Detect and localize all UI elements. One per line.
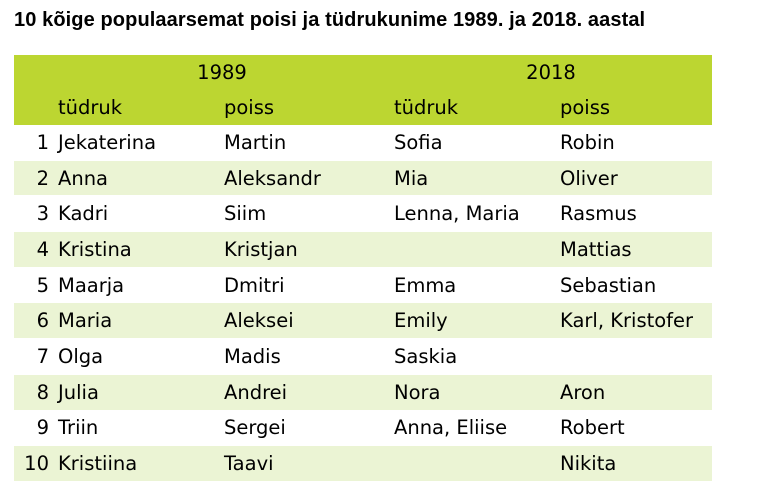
rank-cell: 9: [14, 409, 54, 446]
girl-2018-cell: Sofia: [394, 130, 443, 154]
boy-2018-cell: [560, 338, 712, 375]
header-girl-1989: tüdruk: [58, 96, 123, 119]
girl-1989-cell: Kristina: [54, 231, 224, 268]
header-rank-cell: [14, 55, 54, 90]
girl-1989-cell: Maarja: [54, 266, 224, 303]
girl-2018-cell: [390, 445, 560, 481]
rank-cell: 4: [14, 231, 54, 268]
page-title: 10 kõige populaarsemat poisi ja tüdrukun…: [14, 9, 646, 31]
girl-2018-cell: [390, 231, 560, 268]
header-rank-cell: [14, 90, 54, 125]
boy-1989-cell: Aleksandr: [224, 159, 390, 196]
table-row: 7 Olga Madis Saskia: [14, 338, 712, 375]
boy-2018-cell: Aron: [560, 373, 712, 410]
girl-1989-cell: Triin: [54, 409, 224, 446]
girl-2018-cell: Anna, Eliise: [390, 409, 560, 446]
table-row: 4 Kristina Kristjan Mattias: [14, 231, 712, 268]
table-row: 3 Kadri Siim Lenna, Maria Rasmus: [14, 195, 712, 232]
table-row: 8 Julia Andrei Nora Aron: [14, 373, 712, 410]
girl-2018-cell: Nora: [390, 373, 560, 410]
boy-1989-cell: Andrei: [224, 373, 390, 410]
girl-2018-cell: Mia: [390, 159, 560, 196]
boy-2018-cell: Karl, Kristofer: [560, 302, 712, 339]
header-row-years: 1989 2018: [14, 55, 712, 90]
boy-2018-cell: Oliver: [560, 159, 712, 196]
rank-cell: 8: [14, 373, 54, 410]
girl-2018-cell: Saskia: [390, 338, 560, 375]
boy-1989-cell: Martin: [224, 130, 287, 154]
rank-cell: 5: [14, 266, 54, 303]
girl-2018-cell: Lenna, Maria: [390, 195, 560, 232]
table-row: 6 Maria Aleksei Emily Karl, Kristofer: [14, 302, 712, 339]
girl-1989-cell: Olga: [54, 338, 224, 375]
table-row: 5 Maarja Dmitri Emma Sebastian: [14, 266, 712, 303]
boy-2018-cell: Robin: [560, 130, 615, 154]
boy-2018-cell: Mattias: [560, 231, 712, 268]
header-girl-2018: tüdruk: [394, 96, 459, 119]
boy-2018-cell: Nikita: [560, 445, 712, 481]
girl-1989-cell: Anna: [54, 159, 224, 196]
boy-1989-cell: Aleksei: [224, 302, 390, 339]
boy-2018-cell: Sebastian: [560, 266, 712, 303]
header-boy-2018: poiss: [560, 96, 611, 119]
girl-1989-cell: Julia: [54, 373, 224, 410]
table-body: 1 Jekaterina Martin Sofia Robin 2 Anna Aleksand…: [14, 125, 712, 481]
girl-2018-cell: Emily: [390, 302, 560, 339]
rank-cell: 6: [14, 302, 54, 339]
boy-2018-cell: Rasmus: [560, 195, 712, 232]
girl-1989-cell: Maria: [54, 302, 224, 339]
girl-1989-cell: Kristiina: [54, 445, 224, 481]
header-year-1989: 1989: [197, 61, 247, 84]
header-year-2018: 2018: [526, 61, 576, 84]
girl-2018-cell: Emma: [390, 266, 560, 303]
header-row-genders: tüdruk poiss tüdruk poiss: [14, 90, 712, 125]
rank-cell: 10: [14, 445, 54, 481]
names-table: 1989 2018 tüdruk poiss tüdruk poiss 1 Jek…: [14, 55, 712, 481]
boy-1989-cell: Taavi: [224, 445, 390, 481]
table-row: 1 Jekaterina Martin Sofia Robin: [14, 125, 712, 160]
table-row: 2 Anna Aleksandr Mia Oliver: [14, 159, 712, 196]
table-row: 10 Kristiina Taavi Nikita: [14, 445, 712, 481]
boy-1989-cell: Siim: [224, 195, 390, 232]
rank-cell: 1: [36, 130, 49, 154]
boy-1989-cell: Dmitri: [224, 266, 390, 303]
boy-1989-cell: Sergei: [224, 409, 390, 446]
rank-cell: 3: [14, 195, 54, 232]
rank-cell: 7: [14, 338, 54, 375]
rank-cell: 2: [14, 159, 54, 196]
header-boy-1989: poiss: [224, 96, 275, 119]
boy-1989-cell: Madis: [224, 338, 390, 375]
table-row: 9 Triin Sergei Anna, Eliise Robert: [14, 409, 712, 446]
girl-1989-cell: Jekaterina: [58, 130, 157, 154]
girl-1989-cell: Kadri: [54, 195, 224, 232]
boy-1989-cell: Kristjan: [224, 231, 390, 268]
boy-2018-cell: Robert: [560, 409, 712, 446]
